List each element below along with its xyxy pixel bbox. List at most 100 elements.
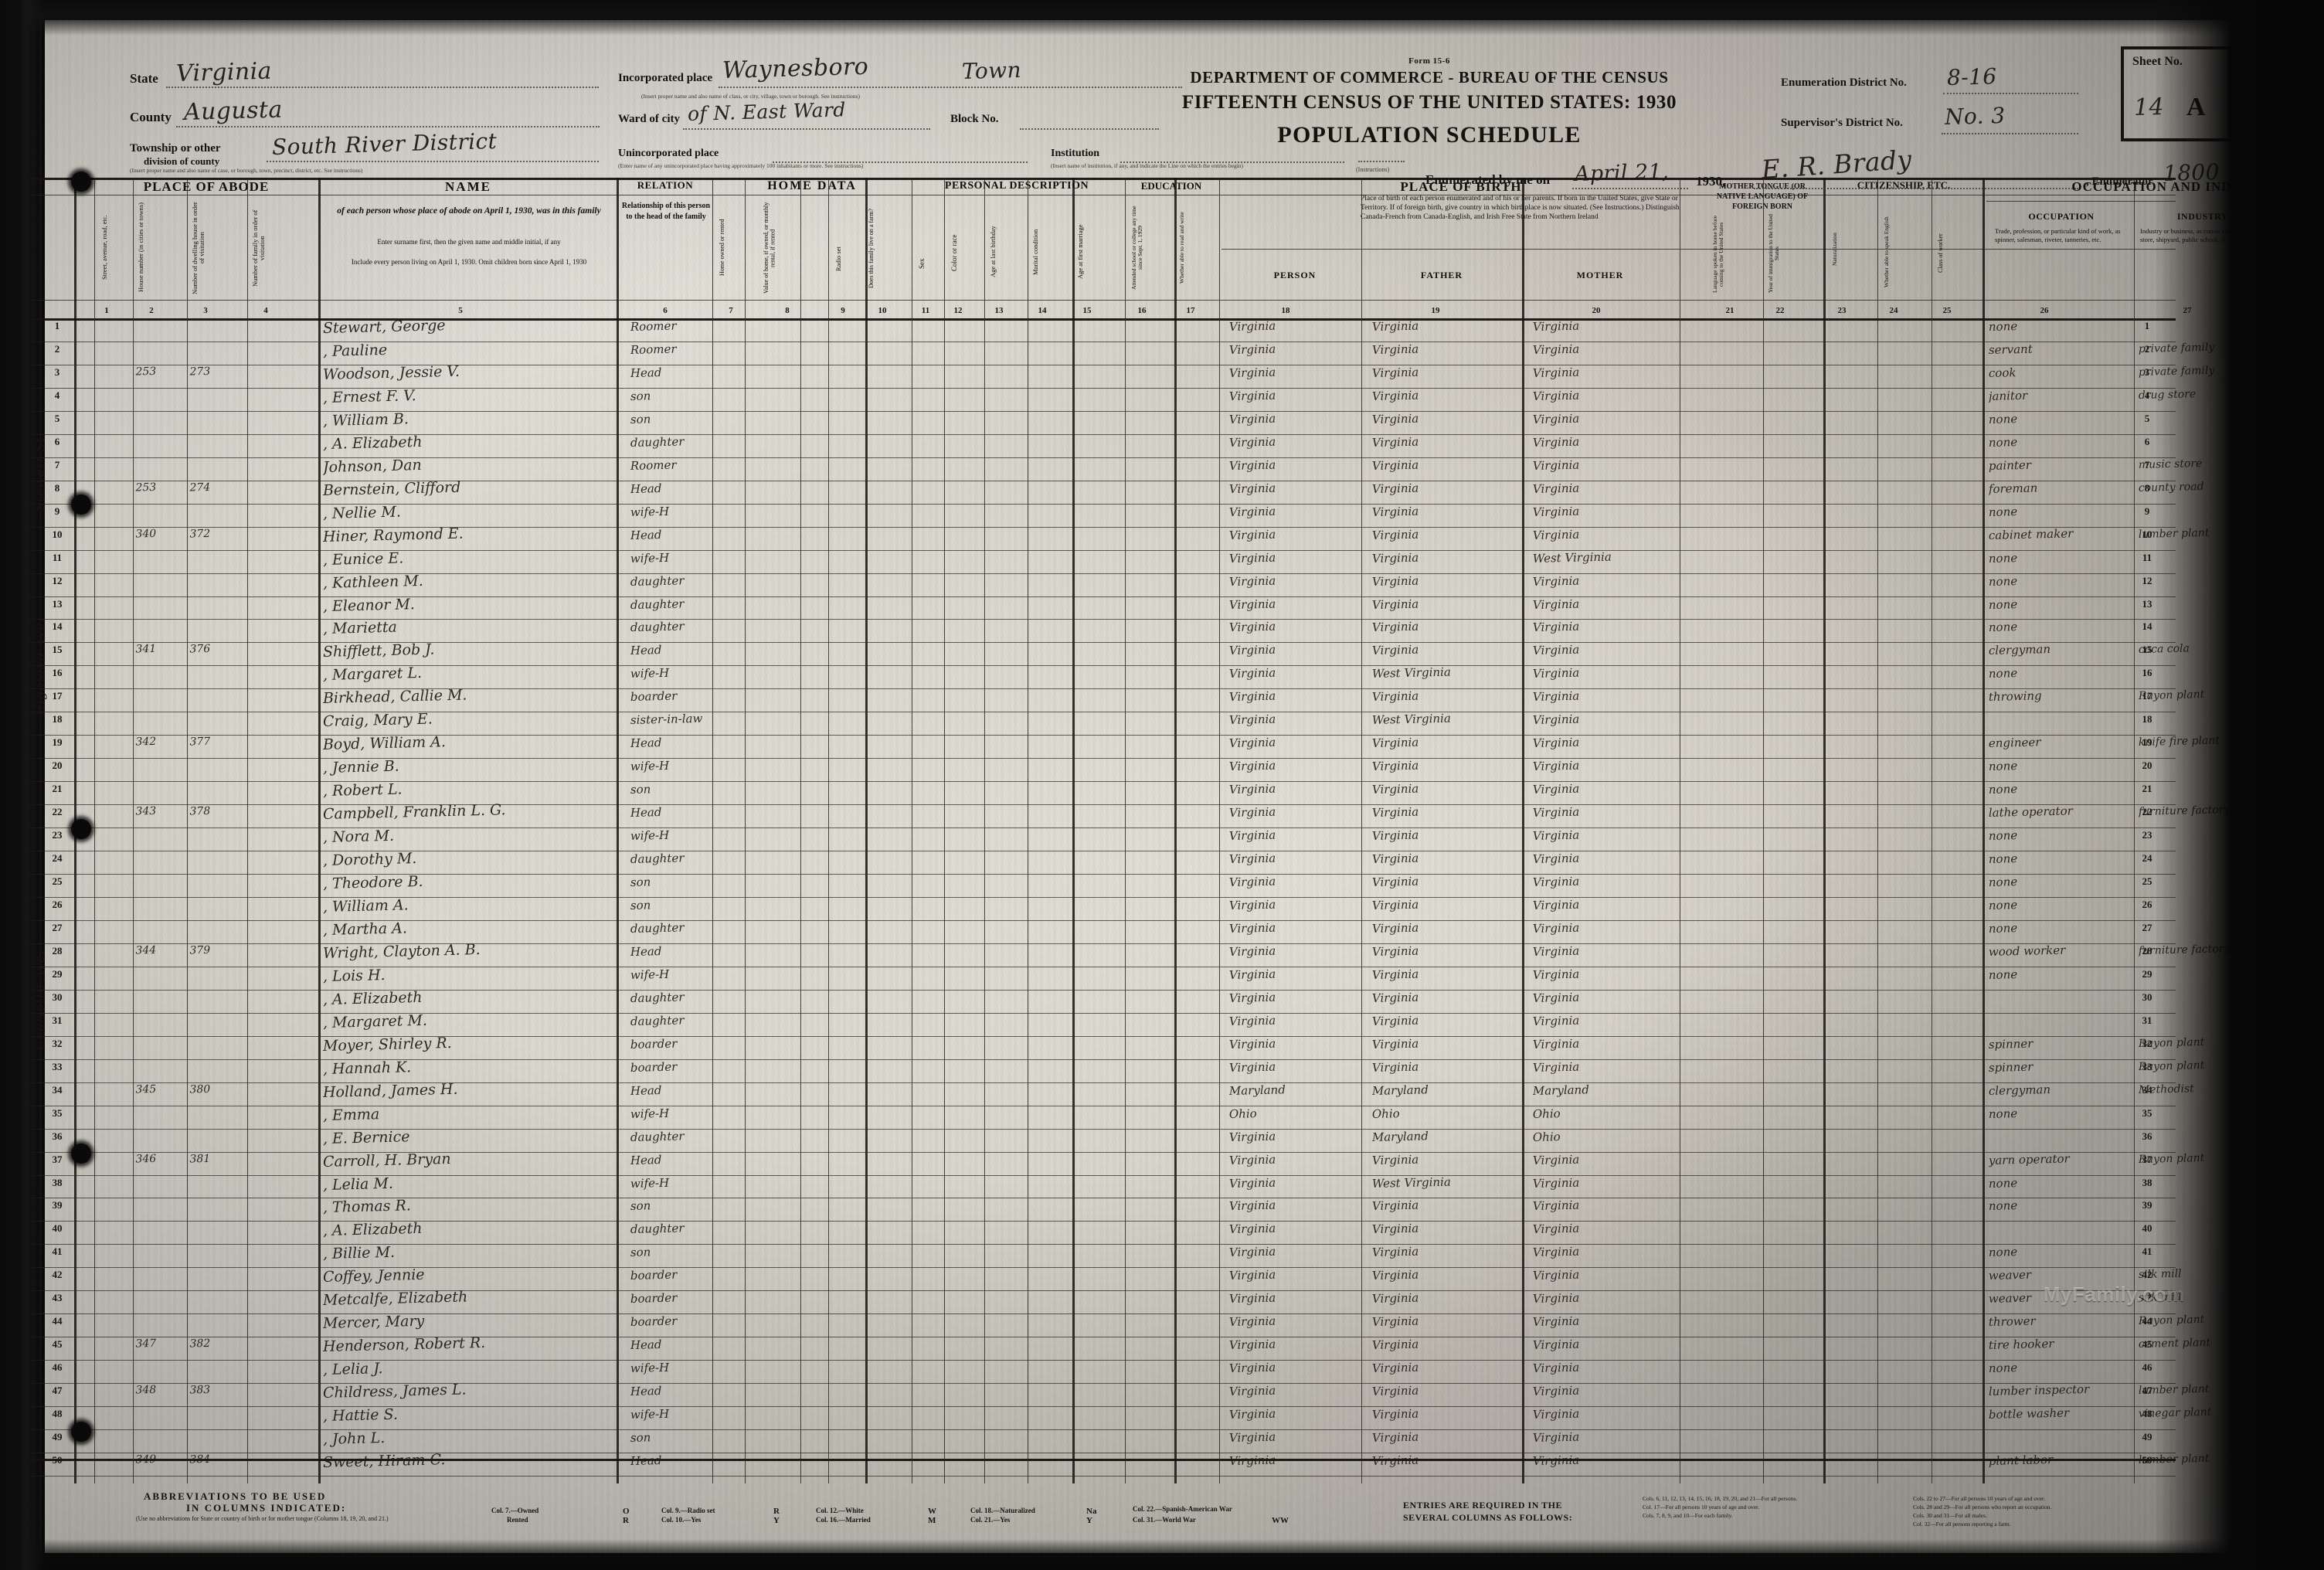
cell-birth-person: Virginia <box>1228 665 1276 681</box>
row-number-right: 29 <box>2142 967 2152 980</box>
cell-relation: son <box>630 412 651 426</box>
row-number-left: 41 <box>52 1245 63 1258</box>
cell-birth-mother: Virginia <box>1532 527 1580 542</box>
cell-relation: Head <box>630 481 662 496</box>
cell-birth-father: Virginia <box>1371 642 1419 658</box>
cell-birth-father: Virginia <box>1371 411 1419 426</box>
cell-family-number: 383 <box>189 1384 211 1397</box>
cell-relation: Head <box>630 736 662 751</box>
col22-label: Col. 22.—Spanish-American War <box>1133 1505 1232 1513</box>
cell-birth-father: Virginia <box>1371 1267 1419 1283</box>
cell-occupation: clergyman <box>1988 1082 2051 1098</box>
cell-code: 77X2 <box>2287 689 2318 704</box>
cell-birth-person: Virginia <box>1228 573 1276 589</box>
cell-birth-person: Virginia <box>1228 1313 1276 1330</box>
cell-birth-mother: Virginia <box>1532 1429 1580 1446</box>
cell-occupation: foreman <box>1988 481 2038 496</box>
census-rows: 1 1 Stewart, George Roomer Virginia Virginia V… <box>20 317 2319 1483</box>
enumerated-by-label: Enumerated by me on <box>1425 172 1551 187</box>
cell-birth-person: Virginia <box>1228 920 1276 936</box>
cell-occupation: tire hooker <box>1988 1337 2054 1353</box>
cell-birth-father: Virginia <box>1371 527 1419 542</box>
cell-occupation: none <box>1988 550 2018 566</box>
row-number-left: 38 <box>52 1176 63 1188</box>
ward-label: Ward of city <box>618 113 680 125</box>
req-note-2: Col. 17—For all persons 10 years of age … <box>1643 1504 1760 1511</box>
cell-code: 29X8 <box>2287 1036 2318 1052</box>
row-number-left: 33 <box>52 1060 63 1072</box>
cell-relation: wife-H <box>630 759 670 774</box>
binder-hole <box>71 1422 91 1442</box>
cell-birth-mother: Virginia <box>1532 874 1580 890</box>
cell-family-number: 376 <box>189 643 211 656</box>
cell-birth-father: Virginia <box>1371 1152 1419 1167</box>
cell-dwelling-number: 343 <box>135 805 157 818</box>
row-number-right: 40 <box>2142 1222 2152 1235</box>
cell-code: 7744 <box>2287 1383 2318 1398</box>
req-note-4: Cols. 22 to 27—For all persons 10 years … <box>1913 1495 2046 1502</box>
cell-birth-mother: Ohio <box>1532 1129 1561 1144</box>
cell-birth-father: Virginia <box>1371 1453 1419 1469</box>
cell-occupation: none <box>1988 875 2018 890</box>
cell-birth-person: Virginia <box>1228 550 1276 566</box>
cell-occupation: none <box>1988 898 2018 912</box>
abbrev-title-1: ABBREVIATIONS TO BE USED <box>144 1490 327 1502</box>
row-number-left: 49 <box>52 1431 63 1443</box>
cell-birth-mother: Virginia <box>1532 1152 1580 1167</box>
cell-relation: Head <box>630 943 662 959</box>
cell-industry: drug store <box>2138 388 2197 402</box>
row-number-right: 30 <box>2142 991 2152 1003</box>
col10-value: Y <box>773 1516 780 1525</box>
cell-birth-person: Virginia <box>1228 990 1276 1005</box>
row-number-right: 13 <box>2142 597 2152 610</box>
cell-occupation: none <box>1988 782 2018 797</box>
cell-birth-mother: Virginia <box>1532 827 1580 844</box>
cell-birth-mother: Virginia <box>1532 1059 1580 1075</box>
binder-hole <box>71 819 91 839</box>
cell-relation: daughter <box>630 434 685 450</box>
cell-birth-person: Virginia <box>1228 1453 1276 1469</box>
cell-birth-person: Virginia <box>1228 457 1276 473</box>
cell-birth-person: Virginia <box>1228 1152 1276 1167</box>
row-number-left: 24 <box>52 852 63 865</box>
cell-birth-father: West Virginia <box>1371 664 1451 681</box>
cell-birth-person: Virginia <box>1228 688 1276 705</box>
cell-occupation: servant <box>1988 342 2033 357</box>
row-number-left: 12 <box>52 574 63 586</box>
cell-code: 7742 <box>2287 943 2318 959</box>
cell-occupation: janitor <box>1988 388 2028 403</box>
cell-birth-father: Virginia <box>1371 619 1419 635</box>
enum-district-value: 8-16 <box>1946 63 1997 90</box>
cell-industry: lumber plant <box>2138 526 2210 541</box>
cell-birth-mother: Virginia <box>1532 1036 1580 1052</box>
row-number-right: 14 <box>2142 620 2152 633</box>
row-number-right: 1 <box>2144 320 2150 331</box>
cell-birth-person: Virginia <box>1228 943 1276 959</box>
supervisor-district-value: No. 3 <box>1944 102 2006 130</box>
cell-relation: Roomer <box>630 457 677 473</box>
cell-birth-father: Virginia <box>1371 1290 1419 1307</box>
cell-code: 770V <box>2286 1337 2318 1352</box>
cell-birth-father: Virginia <box>1371 1360 1419 1376</box>
binder-hole <box>71 494 91 515</box>
cell-birth-father: Virginia <box>1371 342 1419 357</box>
cell-occupation: none <box>1988 828 2018 844</box>
cell-occupation: cook <box>1988 365 2017 380</box>
col7-value-2: R <box>623 1516 629 1525</box>
cell-birth-mother: Virginia <box>1532 1313 1580 1330</box>
stamp-number: 97 <box>2239 97 2274 126</box>
cell-relation: wife-H <box>630 827 670 844</box>
cell-code: 7751 <box>2287 1268 2318 1283</box>
cell-birth-person: Virginia <box>1228 1198 1276 1214</box>
cell-relation: son <box>630 1245 651 1260</box>
cell-birth-mother: Virginia <box>1532 619 1580 635</box>
cell-occupation: thrower <box>1988 1313 2036 1330</box>
cell-birth-mother: West Virginia <box>1532 549 1612 566</box>
cell-birth-person: Virginia <box>1228 434 1276 450</box>
cell-relation: Head <box>630 1384 662 1399</box>
row-number-right: 11 <box>2142 551 2152 563</box>
cell-industry: furniture factory <box>2138 943 2231 957</box>
row-number-left: 18 <box>52 713 63 726</box>
cell-relation: son <box>630 389 651 403</box>
enumerator-label: , Enumerator. <box>2086 175 2156 188</box>
